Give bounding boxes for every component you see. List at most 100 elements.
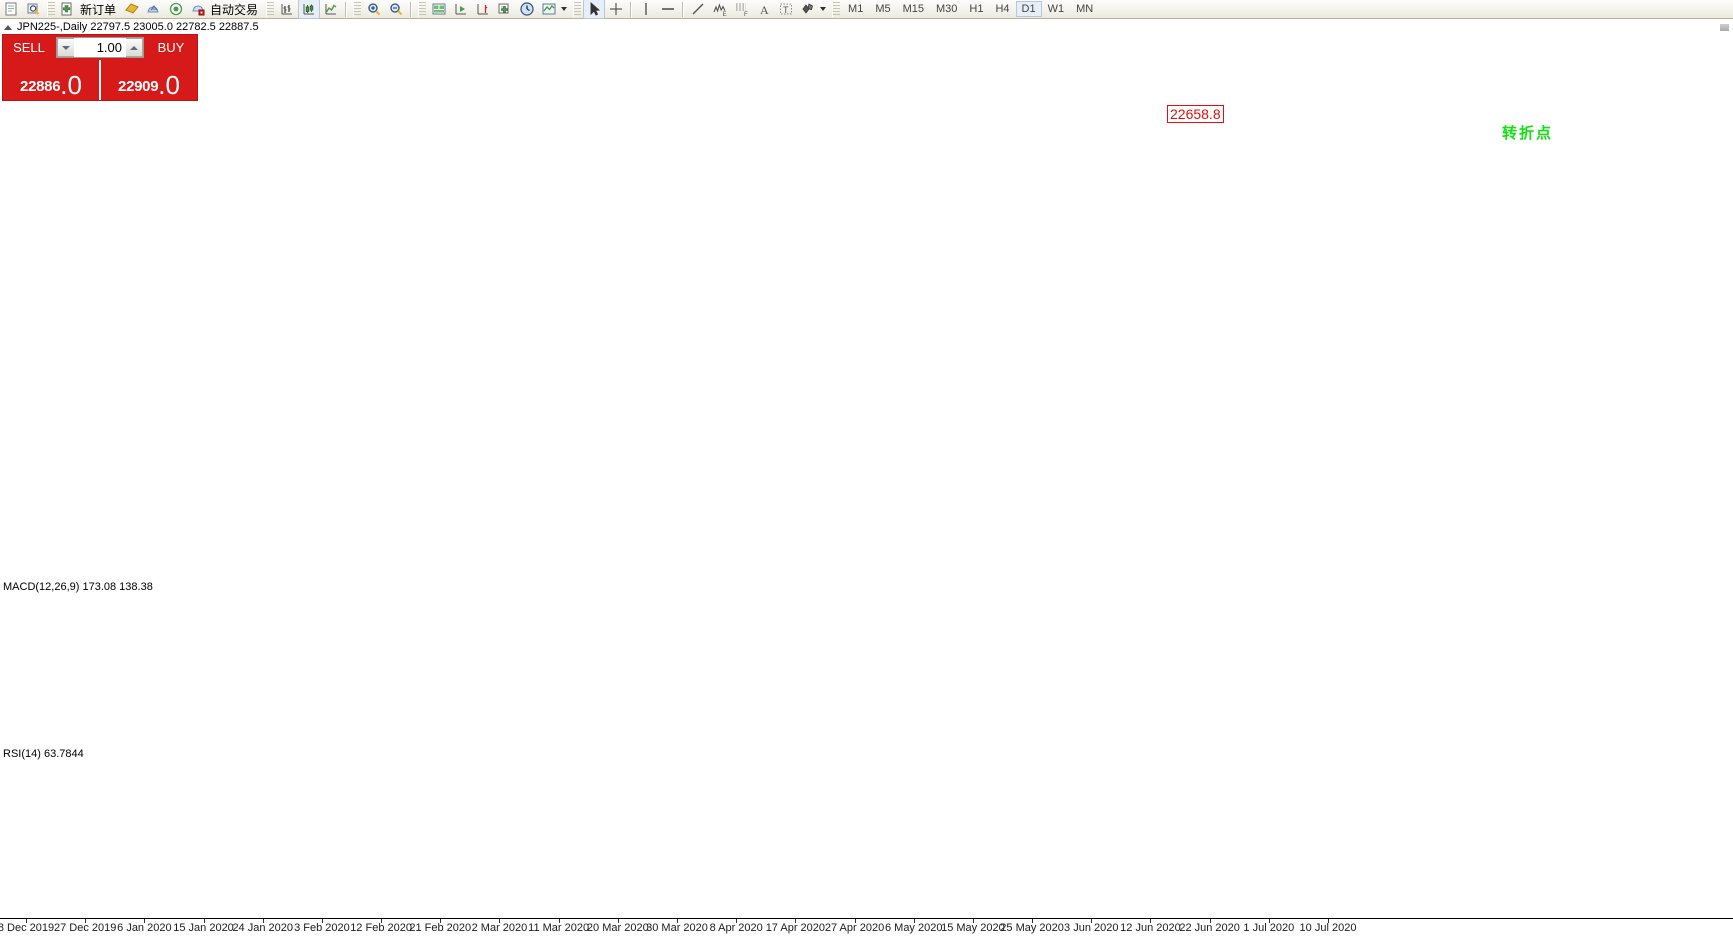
date-axis-label: 1 Jul 2020 [1243, 922, 1295, 934]
date-axis-tick [1328, 919, 1329, 923]
toolbar-grip[interactable] [418, 1, 427, 17]
one-click-trading-panel: SELL 1.00 BUY 22886 . 0 22909 . 0 [2, 34, 198, 101]
date-axis-tick [204, 919, 205, 923]
sell-price-cell[interactable]: 22886 . 0 [3, 60, 99, 100]
date-axis-tick [381, 919, 382, 923]
templates-icon [541, 1, 557, 17]
date-axis-label: 8 Dec 2019 [0, 922, 55, 934]
chart-scroll-handle[interactable] [1720, 24, 1729, 31]
chart-panes[interactable]: 23643.023115.022587.022059.021515.020987… [0, 33, 1733, 918]
auto-scroll-icon [453, 1, 469, 17]
volume-increase-button[interactable] [126, 38, 143, 57]
zoom-out-button[interactable] [385, 0, 407, 19]
bar-chart-button[interactable] [276, 0, 298, 19]
period-clock-button[interactable] [516, 0, 538, 19]
sell-button[interactable]: SELL [13, 40, 45, 55]
date-axis-tick [263, 919, 264, 923]
date-axis-label: 8 Apr 2020 [709, 922, 763, 934]
timeframe-d1[interactable]: D1 [1015, 1, 1042, 17]
cursor-arrow-button[interactable] [583, 0, 606, 19]
line-chart-button[interactable] [320, 0, 342, 19]
macd-label: MACD(12,26,9) 173.08 138.38 [3, 581, 153, 593]
fibonacci-button[interactable]: F [731, 0, 753, 19]
date-axis-label: 10 Jul 2020 [1299, 922, 1357, 934]
new-order-label: 新订单 [80, 2, 117, 17]
timeframe-m1[interactable]: M1 [848, 3, 864, 15]
volume-decrease-button[interactable] [57, 38, 74, 57]
chart-marker-icon [4, 24, 12, 30]
horizontal-line-button[interactable] [657, 0, 679, 19]
indicators-button[interactable] [494, 0, 516, 19]
toolbar-grip[interactable] [573, 1, 582, 17]
timeframe-w1[interactable]: W1 [1047, 3, 1065, 15]
timeframe-h4[interactable]: H4 [995, 3, 1010, 15]
date-axis[interactable]: 8 Dec 2019 27 Dec 2019 6 Jan 2020 15 Jan 20… [0, 918, 1733, 938]
metaeditor-button[interactable] [121, 0, 143, 19]
bar-chart-icon [279, 1, 295, 17]
chevron-up-icon [130, 45, 138, 50]
tile-windows-button[interactable] [428, 0, 450, 19]
elliott-wave-button[interactable]: E [709, 0, 731, 19]
date-axis-label: 27 Apr 2020 [824, 922, 885, 934]
toolbar-grip[interactable] [47, 1, 55, 17]
date-axis-label: 24 Jan 2020 [232, 922, 293, 934]
zoom-inspect-icon [25, 1, 41, 17]
date-axis-tick [618, 919, 619, 923]
buy-price-cell[interactable]: 22909 . 0 [99, 60, 197, 100]
auto-scroll-button[interactable] [450, 0, 472, 19]
new-chart-button[interactable] [0, 0, 22, 19]
toolbar-grip[interactable] [832, 1, 841, 17]
volume-stepper[interactable]: 1.00 [56, 37, 144, 58]
main-toolbar: 新订单 自动交易 E F A T M1 M5 M15 M30 H1 H4 D1 W1 MN [0, 0, 1733, 19]
zoom-inspect-button[interactable] [22, 0, 44, 19]
autotrading-button[interactable]: 自动交易 [187, 0, 263, 19]
templates-dropdown-arrow[interactable] [561, 7, 568, 11]
crosshair-button[interactable] [605, 0, 627, 19]
timeframe-m30[interactable]: M30 [936, 3, 958, 15]
date-axis-label: 30 Mar 2020 [646, 922, 708, 934]
date-axis-label: 3 Feb 2020 [294, 922, 350, 934]
date-axis-label: 15 Jan 2020 [173, 922, 234, 934]
vertical-line-button[interactable] [635, 0, 657, 19]
metaeditor-icon [124, 1, 140, 17]
turning-point-annotation: 转折点 [1502, 123, 1554, 142]
toolbar-grip[interactable] [353, 1, 362, 17]
date-axis-tick [440, 919, 441, 923]
timeframe-h1[interactable]: H1 [969, 3, 984, 15]
date-axis-label: 25 May 2020 [1000, 922, 1064, 934]
new-order-button[interactable]: 新订单 [57, 0, 121, 19]
toolbar-grip[interactable] [266, 1, 275, 17]
buy-button[interactable]: BUY [157, 40, 185, 55]
sell-price-decimal: 0 [67, 69, 82, 100]
text-button[interactable]: A [753, 0, 775, 19]
trendline-button[interactable] [687, 0, 709, 19]
zoom-in-button[interactable] [363, 0, 385, 19]
new-order-icon [60, 1, 76, 17]
text-label-button[interactable]: T [775, 0, 797, 19]
templates-button[interactable] [538, 0, 560, 19]
rsi-label: RSI(14) 63.7844 [3, 748, 84, 760]
tile-windows-icon [431, 1, 447, 17]
svg-text:A: A [760, 3, 769, 17]
volume-input[interactable]: 1.00 [96, 40, 122, 55]
terminal-icon [146, 1, 162, 17]
timeframe-m15[interactable]: M15 [902, 3, 924, 15]
shapes-button[interactable] [797, 0, 819, 19]
sell-price-integer: 22886 [20, 78, 61, 95]
timeframe-m5[interactable]: M5 [875, 3, 891, 15]
terminal-button[interactable] [143, 0, 165, 19]
date-axis-tick [855, 919, 856, 923]
shapes-dropdown-arrow[interactable] [820, 7, 827, 11]
date-axis-tick [1091, 919, 1092, 923]
signals-button[interactable] [165, 0, 187, 19]
fibonacci-icon: F [734, 1, 750, 17]
price-object-label[interactable]: 22658.8 [1167, 104, 1224, 123]
date-axis-label: 3 Jun 2020 [1064, 922, 1119, 934]
candlestick-chart-button[interactable] [298, 0, 321, 19]
trade-panel-prices: 22886 . 0 22909 . 0 [3, 60, 197, 100]
date-axis-label: 22 Jun 2020 [1179, 922, 1240, 934]
timeframe-mn[interactable]: MN [1076, 3, 1094, 15]
text-label-icon: T [778, 1, 794, 17]
chart-shift-button[interactable] [472, 0, 494, 19]
date-axis-label: 17 Apr 2020 [765, 922, 826, 934]
